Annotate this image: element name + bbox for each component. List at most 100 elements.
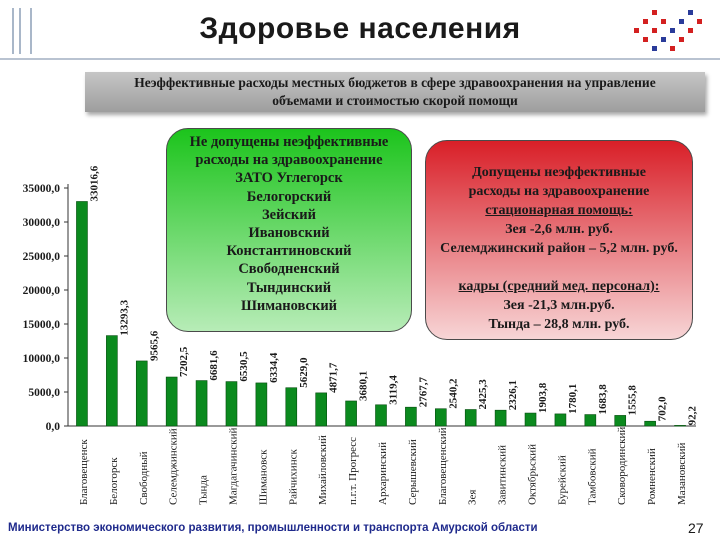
bar bbox=[315, 392, 327, 427]
x-tick-label: п.г.т. Прогресс bbox=[347, 437, 359, 505]
red-callout-line: Зея -2,6 млн. руб. bbox=[505, 222, 613, 237]
bar bbox=[106, 335, 118, 427]
logo-dot bbox=[679, 37, 684, 42]
x-tick-label: Тамбовский bbox=[586, 448, 598, 505]
bar-value-label: 702,0 bbox=[657, 396, 669, 421]
bar-value-label: 6681,6 bbox=[208, 350, 220, 381]
bar bbox=[674, 425, 686, 427]
bar-value-label: 92,2 bbox=[687, 406, 699, 426]
red-callout-line: Допущены неэффективные bbox=[472, 165, 646, 180]
y-tick-label: 15000,0 bbox=[23, 319, 61, 331]
green-callout-line: Свободненский bbox=[238, 261, 340, 278]
x-tick-label: Благовещенск bbox=[78, 439, 90, 505]
chart-subtitle: Неэффективные расходы местных бюджетов в… bbox=[85, 74, 705, 110]
subtitle-band bbox=[85, 72, 705, 112]
logo-dot bbox=[652, 46, 657, 51]
bar bbox=[584, 414, 597, 427]
logo-dot bbox=[661, 37, 666, 42]
bar-value-label: 3119,4 bbox=[388, 375, 400, 405]
logo-dot bbox=[643, 19, 648, 24]
bar bbox=[405, 406, 417, 427]
red-callout-heading-hospital: стационарная помощь: bbox=[485, 203, 633, 218]
bar-value-label: 1903,8 bbox=[537, 382, 549, 413]
bar bbox=[375, 404, 387, 427]
green-callout-line: Шимановский bbox=[240, 297, 338, 314]
bar bbox=[435, 408, 447, 427]
bar-chart: 0,0 5000,0 10000,0 15000,0 20000,0 25000,0 300… bbox=[23, 165, 699, 505]
green-callout-line: Константиновский bbox=[226, 243, 352, 260]
green-callout-line: расходы на здравоохранение bbox=[195, 152, 383, 169]
x-tick-label: Шимановск bbox=[257, 449, 269, 505]
x-tick-label: Зея bbox=[467, 490, 479, 505]
x-tick-label: Архаринский bbox=[377, 442, 389, 505]
logo-dot bbox=[634, 28, 639, 33]
bar-value-label: 1683,8 bbox=[597, 384, 609, 415]
y-tick-label: 10000,0 bbox=[23, 353, 61, 365]
bar-value-label: 2425,3 bbox=[477, 379, 489, 410]
bar-value-label: 1780,1 bbox=[567, 384, 579, 414]
bar-value-label: 7202,5 bbox=[178, 346, 190, 377]
logo-dot bbox=[643, 37, 648, 42]
bar bbox=[494, 409, 507, 427]
x-tick-label: Ромненский bbox=[646, 448, 658, 505]
bar bbox=[554, 413, 567, 427]
green-callout-line: Тындинский bbox=[246, 279, 332, 296]
y-tick-label: 0,0 bbox=[46, 421, 61, 433]
x-tick-label: Селемджинский bbox=[168, 428, 180, 505]
logo-dot bbox=[670, 28, 675, 33]
red-callout: Допущены неэффективные расходы на здраво… bbox=[425, 140, 693, 340]
green-callout-line: Зейский bbox=[262, 206, 316, 223]
x-tick-label: Магдагачинский bbox=[227, 428, 239, 505]
bar-value-label: 2540,2 bbox=[447, 378, 459, 409]
footer-ministry: Министерство экономического развития, пр… bbox=[8, 522, 538, 534]
y-tick-label: 20000,0 bbox=[23, 285, 61, 297]
logo-dot bbox=[679, 19, 684, 24]
title-divider bbox=[0, 58, 720, 60]
x-tick-label: Бурейский bbox=[556, 455, 568, 505]
dots-logo-icon bbox=[634, 10, 702, 51]
red-callout-line: Тында – 28,8 млн. руб. bbox=[488, 317, 630, 332]
logo-dot bbox=[688, 28, 693, 33]
bar bbox=[165, 376, 178, 427]
bar-value-label: 9565,6 bbox=[148, 330, 160, 361]
bar bbox=[644, 420, 656, 427]
x-tick-label: Райчихинск bbox=[287, 449, 299, 505]
bar-value-label: 2767,7 bbox=[417, 376, 429, 407]
bar-value-label: 6334,4 bbox=[268, 352, 280, 383]
bar bbox=[255, 382, 268, 427]
bar-value-label: 13293,3 bbox=[118, 299, 130, 335]
y-tick-label: 5000,0 bbox=[28, 387, 60, 399]
red-callout-heading-staff: кадры (средний мед. персонал): bbox=[458, 279, 660, 294]
bar-value-label: 33016,6 bbox=[88, 165, 100, 201]
subtitle-line-2: объемами и стоимостью скорой помощи bbox=[272, 93, 518, 108]
red-callout-line: Зея -21,3 млн.руб. bbox=[503, 298, 615, 313]
bar-value-label: 5629,0 bbox=[298, 357, 310, 388]
green-callout-line: Не допущены неэффективные bbox=[189, 134, 389, 150]
bar bbox=[524, 412, 537, 427]
bar bbox=[225, 381, 238, 427]
x-tick-label: Тында bbox=[198, 475, 210, 505]
bar-value-label: 4871,7 bbox=[328, 362, 340, 393]
y-tick-label: 35000,0 bbox=[23, 183, 61, 195]
bar bbox=[76, 201, 88, 427]
x-tick-label: Михайловский bbox=[317, 435, 329, 505]
page-number: 27 bbox=[688, 520, 704, 536]
page-title: Здоровье населения bbox=[199, 12, 521, 45]
subtitle-line-1: Неэффективные расходы местных бюджетов в… bbox=[134, 75, 656, 90]
logo-dot bbox=[661, 19, 666, 24]
x-tick-label: Белогорск bbox=[108, 457, 120, 505]
x-tick-label: Благовещенский bbox=[437, 427, 449, 505]
y-tick-label: 30000,0 bbox=[23, 217, 61, 229]
green-callout-line: ЗАТО Углегорск bbox=[235, 170, 343, 187]
x-tick-label: Серышевский bbox=[407, 439, 419, 505]
bar bbox=[195, 380, 208, 427]
logo-dot bbox=[652, 10, 657, 15]
x-tick-label: Завитинский bbox=[497, 445, 509, 505]
bar-value-label: 6530,5 bbox=[238, 351, 250, 382]
x-tick-label: Октябрьский bbox=[527, 444, 539, 505]
logo-dot bbox=[652, 28, 657, 33]
logo-dot bbox=[697, 19, 702, 24]
logo-dot bbox=[670, 46, 675, 51]
green-callout-line: Белогорский bbox=[246, 188, 332, 205]
bar-value-label: 2326,1 bbox=[507, 380, 519, 410]
